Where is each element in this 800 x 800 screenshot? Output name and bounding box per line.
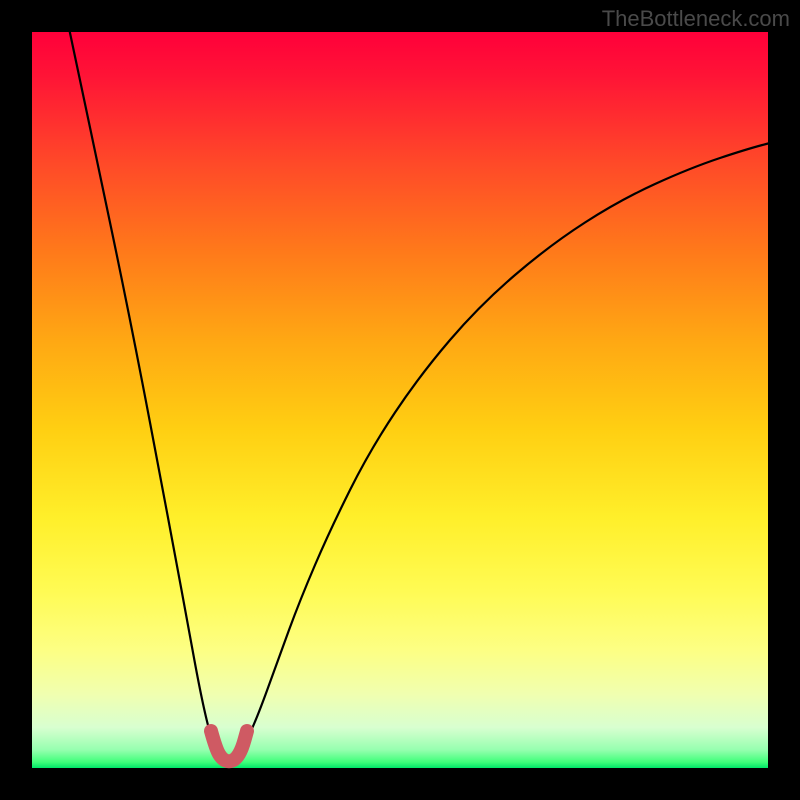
bottleneck-curve — [66, 14, 790, 752]
chart-overlay-svg — [0, 0, 800, 800]
watermark-text: TheBottleneck.com — [602, 6, 790, 32]
u-marker — [211, 731, 247, 761]
